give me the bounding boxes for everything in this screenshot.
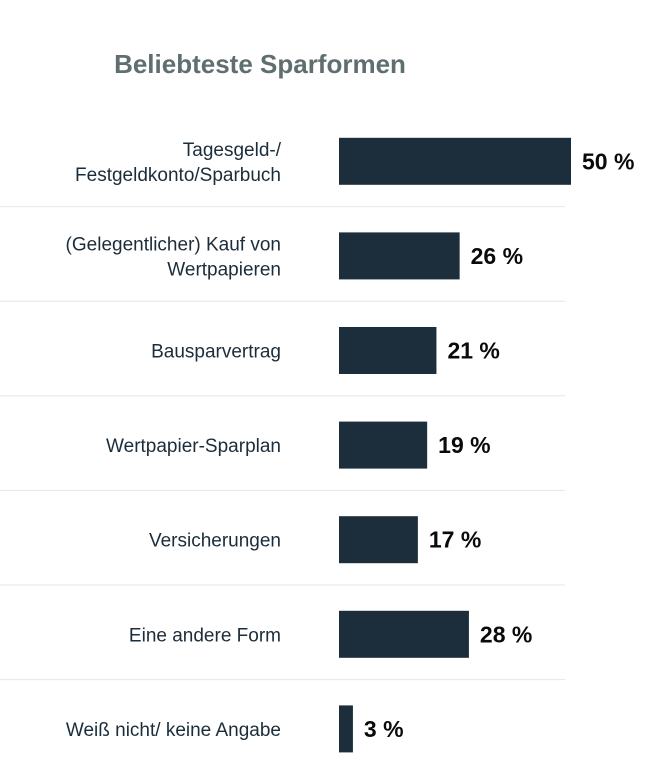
- chart-rows: Tagesgeld-/Festgeldkonto/Sparbuch 50 % (Ge…: [0, 137, 634, 753]
- bar: [339, 232, 460, 280]
- bar: [339, 327, 437, 374]
- bar-row: Versicherungen 17 %: [0, 516, 565, 586]
- category-label: Tagesgeld-/Festgeldkonto/Sparbuch: [75, 140, 282, 186]
- bar-row: Eine andere Form 28 %: [0, 610, 565, 681]
- bar: [339, 610, 469, 658]
- bar: [339, 421, 428, 469]
- value-label: 28 %: [480, 621, 532, 647]
- value-label: 17 %: [429, 527, 481, 553]
- bar: [339, 705, 353, 753]
- value-label: 50 %: [582, 148, 634, 174]
- bar: [339, 137, 571, 185]
- bar-row: (Gelegentlicher) Kauf von Wertpapieren 26 …: [0, 232, 565, 302]
- value-label: 19 %: [438, 432, 490, 458]
- value-label: 3 %: [364, 716, 404, 742]
- category-label: (Gelegentlicher) Kauf von Wertpapieren: [66, 234, 281, 280]
- bar-row: Weiß nicht/ keine Angabe 3 %: [66, 705, 404, 753]
- value-label: 26 %: [471, 243, 523, 269]
- category-label: Versicherungen: [149, 531, 281, 552]
- category-label: Weiß nicht/ keine Angabe: [66, 720, 281, 741]
- bar-row: Tagesgeld-/Festgeldkonto/Sparbuch 50 %: [0, 137, 634, 208]
- category-label: Bausparvertrag: [151, 342, 281, 363]
- bar-row: Wertpapier-Sparplan 19 %: [0, 421, 565, 491]
- category-label: Wertpapier-Sparplan: [106, 436, 281, 457]
- bar-row: Bausparvertrag 21 %: [0, 327, 565, 397]
- bar: [339, 516, 418, 564]
- category-label: Eine andere Form: [129, 625, 281, 646]
- value-label: 21 %: [447, 338, 499, 364]
- chart-title: Beliebteste Sparformen: [114, 49, 406, 79]
